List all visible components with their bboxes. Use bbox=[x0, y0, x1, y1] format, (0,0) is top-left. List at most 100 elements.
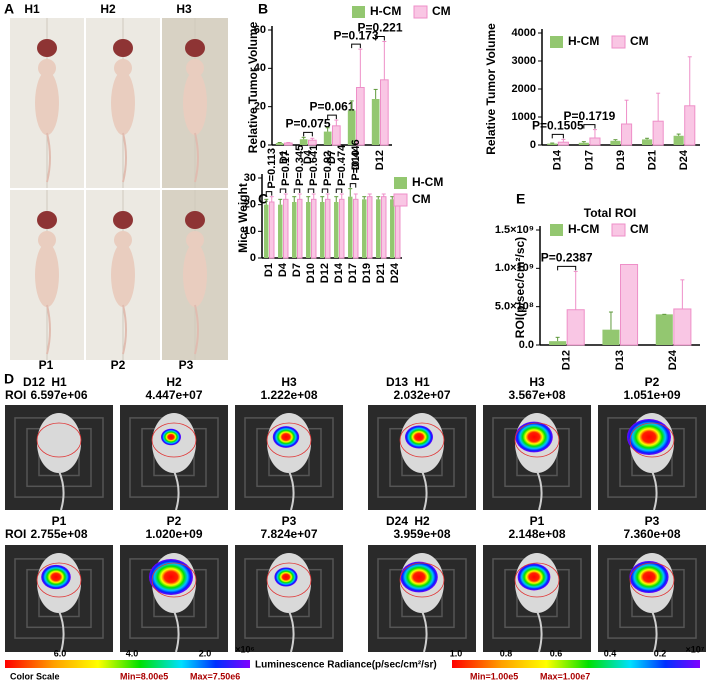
mouse-tail bbox=[173, 610, 180, 653]
panel-letter: C bbox=[258, 191, 268, 207]
mouse-tail bbox=[58, 470, 65, 511]
mouse-body bbox=[35, 71, 59, 135]
mouse-tail bbox=[536, 610, 543, 653]
x-tick-label: D13 bbox=[614, 350, 626, 370]
roi-outline bbox=[36, 422, 82, 458]
panel-letter: A bbox=[4, 1, 14, 17]
legend-label: CM bbox=[630, 222, 649, 236]
image-label: P3 bbox=[645, 514, 660, 528]
column-header: P3 bbox=[179, 358, 194, 372]
y-tick-label: 60 bbox=[254, 24, 266, 36]
mouse-head bbox=[114, 59, 132, 77]
significance-bracket bbox=[265, 191, 273, 196]
x-tick-label: D1 bbox=[278, 150, 290, 164]
image-label: P3 bbox=[282, 514, 297, 528]
scale-tick: 6.0 bbox=[54, 648, 67, 658]
bar bbox=[284, 142, 293, 146]
bar bbox=[673, 135, 684, 145]
roi-outline bbox=[629, 562, 675, 598]
signal bbox=[41, 564, 71, 590]
bar bbox=[655, 314, 673, 345]
scale-tick: 0.6 bbox=[550, 648, 563, 658]
roi-value: 6.597e+06 bbox=[30, 388, 87, 402]
bar bbox=[334, 202, 339, 258]
significance-bracket bbox=[551, 133, 564, 139]
roi-label: ROI bbox=[5, 388, 26, 402]
scale-tick: 4.0 bbox=[126, 648, 139, 658]
image-label: P1 bbox=[530, 514, 545, 528]
y-tick-label: 2000 bbox=[512, 83, 536, 95]
x-tick-label: D1 bbox=[263, 263, 275, 277]
signal bbox=[161, 428, 181, 446]
mouse-tail bbox=[122, 132, 127, 183]
legend-swatch bbox=[393, 193, 408, 207]
signal bbox=[272, 426, 300, 448]
legend-label: H-CM bbox=[370, 4, 401, 18]
y-tick-label: 1000 bbox=[512, 111, 536, 123]
x-tick-label: D12 bbox=[561, 350, 573, 370]
legend-label: CM bbox=[412, 192, 431, 206]
roi-outline bbox=[266, 562, 312, 598]
y-tick-label: 3000 bbox=[512, 55, 536, 67]
x-tick-label: D14 bbox=[552, 149, 564, 170]
scale-multiplier: ×10⁶ bbox=[235, 644, 254, 654]
roi-value: 3.959e+08 bbox=[393, 527, 450, 541]
p-value: P=0.345 bbox=[294, 145, 306, 186]
significance-bracket bbox=[349, 183, 357, 188]
bar bbox=[320, 202, 325, 258]
bar bbox=[620, 264, 639, 346]
roi-outline bbox=[399, 562, 445, 598]
mouse-tail bbox=[421, 610, 428, 653]
legend-swatch bbox=[352, 6, 365, 18]
bar bbox=[297, 198, 303, 259]
bar bbox=[311, 198, 317, 259]
bar bbox=[362, 199, 367, 258]
image-label: P2 bbox=[645, 375, 660, 389]
roi-outline bbox=[399, 422, 445, 458]
legend-label: H-CM bbox=[568, 34, 599, 48]
y-tick-label: 30 bbox=[244, 172, 256, 184]
scale-tick: 0.2 bbox=[654, 648, 667, 658]
panel-letter: D bbox=[4, 371, 14, 387]
bar bbox=[390, 199, 395, 258]
bar bbox=[589, 137, 601, 146]
x-tick-label: D12 bbox=[374, 150, 386, 170]
significance-bracket bbox=[557, 265, 577, 271]
significance-bracket bbox=[375, 36, 385, 41]
significance-bracket bbox=[351, 43, 361, 49]
bar bbox=[557, 141, 569, 146]
bar bbox=[376, 199, 381, 258]
p-value: P=0.075 bbox=[285, 117, 330, 131]
mouse-body bbox=[111, 243, 135, 307]
p-value: P=0.17 bbox=[280, 151, 292, 186]
day-label: D24 bbox=[386, 514, 408, 528]
image-label: H2 bbox=[166, 375, 182, 389]
bar bbox=[299, 139, 308, 145]
bar bbox=[610, 140, 621, 145]
p-value: P=0.2387 bbox=[541, 251, 593, 265]
panel-letter: E bbox=[516, 191, 525, 207]
tumor bbox=[37, 39, 57, 57]
bar bbox=[278, 204, 283, 258]
y-tick-label: 4000 bbox=[512, 27, 536, 39]
chart-title: Total ROI bbox=[584, 206, 636, 220]
x-tick-label: D24 bbox=[389, 262, 401, 283]
signal bbox=[627, 419, 671, 455]
y-tick-label: 1.0×10⁹ bbox=[495, 262, 534, 274]
y-axis-label: Relative Tumor Volume bbox=[246, 21, 260, 153]
tumor bbox=[113, 211, 133, 229]
signal bbox=[405, 425, 433, 449]
mouse-tail bbox=[288, 470, 295, 511]
day-label: D12 bbox=[23, 375, 45, 389]
p-value: P=0.1719 bbox=[564, 109, 616, 123]
p-value: P=0.061 bbox=[309, 99, 354, 113]
mouse-tail bbox=[46, 132, 51, 183]
mouse-body bbox=[183, 243, 207, 307]
x-tick-label: D19 bbox=[361, 263, 373, 283]
bar bbox=[641, 139, 653, 145]
mouse-tail bbox=[651, 470, 658, 511]
significance-bracket bbox=[583, 124, 596, 129]
y-tick-label: 10 bbox=[244, 225, 256, 237]
x-tick-label: D7 bbox=[326, 150, 338, 164]
roi-outline bbox=[36, 562, 82, 598]
